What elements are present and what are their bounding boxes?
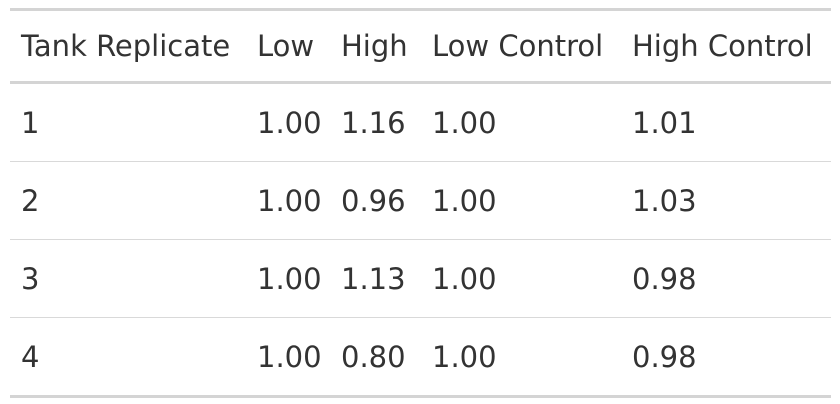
table-cell: 0.80 bbox=[330, 317, 421, 397]
table-row: 1 1.00 1.16 1.00 1.01 bbox=[10, 83, 831, 162]
table-cell: 1.00 bbox=[421, 161, 621, 240]
table-cell: 0.98 bbox=[621, 239, 831, 318]
table-cell: 1.00 bbox=[246, 239, 330, 318]
table-row: 4 1.00 0.80 1.00 0.98 bbox=[10, 317, 831, 397]
table-cell: 1.00 bbox=[421, 239, 621, 318]
data-table: Tank Replicate Low High Low Control High… bbox=[10, 8, 831, 398]
table-header: Tank Replicate Low High Low Control High… bbox=[10, 9, 831, 84]
table-cell: 1.01 bbox=[632, 105, 697, 140]
table-cell: 1.03 bbox=[621, 161, 831, 240]
table-cell: 2 bbox=[10, 161, 246, 240]
column-header-tank-replicate: Tank Replicate bbox=[10, 9, 246, 84]
column-header-low: Low bbox=[246, 9, 330, 84]
table-cell: 3 bbox=[10, 239, 246, 318]
table-cell: 1.00 bbox=[246, 317, 330, 397]
table-cell: 1.00 bbox=[257, 105, 322, 140]
column-header-high-control: High Control bbox=[621, 9, 831, 84]
table-cell: 1.13 bbox=[330, 239, 421, 318]
column-header-high: High bbox=[330, 9, 421, 84]
data-table-container: Tank Replicate Low High Low Control High… bbox=[10, 8, 831, 398]
table-cell: 0.96 bbox=[330, 161, 421, 240]
table-cell: 4 bbox=[10, 317, 246, 397]
header-row: Tank Replicate Low High Low Control High… bbox=[10, 9, 831, 84]
table-row: 3 1.00 1.13 1.00 0.98 bbox=[10, 239, 831, 318]
table-row: 2 1.00 0.96 1.00 1.03 bbox=[10, 161, 831, 240]
table-cell: 1.00 bbox=[432, 105, 497, 140]
table-cell: 1.00 bbox=[421, 317, 621, 397]
column-header-low-control: Low Control bbox=[421, 9, 621, 84]
table-cell: 0.98 bbox=[621, 317, 831, 397]
table-body: 1 1.00 1.16 1.00 1.01 2 1.00 0.96 1.00 1… bbox=[10, 83, 831, 397]
table-cell: 1 bbox=[21, 105, 40, 140]
table-cell: 1.00 bbox=[246, 161, 330, 240]
table-cell: 1.16 bbox=[341, 105, 406, 140]
